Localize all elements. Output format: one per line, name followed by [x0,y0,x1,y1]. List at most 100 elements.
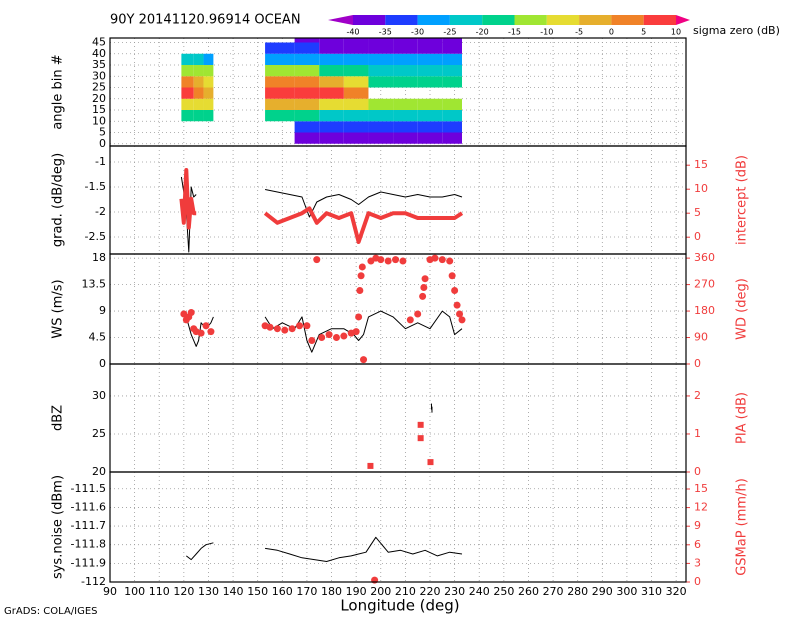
line [185,310,463,353]
heatmap-cell [417,132,443,144]
heatmap-cell [181,98,194,110]
point [414,310,422,318]
y2-tick-label: 12 [694,501,708,514]
point [308,336,316,344]
heatmap-cell [319,110,344,122]
footer: GrADS: COLA/IGES [4,606,98,617]
colorbar-tick-label: -20 [476,28,489,37]
colorbar-tick-label: -40 [346,28,359,37]
colorbar-swatch [328,15,353,25]
heatmap-cell [343,65,369,77]
y-tick-label: 10 [92,114,106,127]
heatmap-cell [294,42,320,54]
x-tick-label: 290 [592,585,613,598]
heatmap-cell [203,65,214,77]
heatmap-cell [203,87,214,99]
y-tick-label: 5 [99,126,106,139]
y-tick-label: 0 [99,137,106,150]
x-tick-label: 300 [616,585,637,598]
heatmap-cell [393,42,418,54]
heatmap-cell [442,110,462,122]
heatmap-cell [393,38,418,43]
plot-frame [109,253,687,365]
heatmap-cell [368,65,394,77]
x-tick-label: 240 [469,585,490,598]
heatmap-cell [181,76,194,88]
heatmap-cell [417,38,443,43]
y2-tick-label: 1 [694,427,701,440]
y2-tick-label: 0 [694,575,701,588]
heatmap-cell [193,53,204,65]
x-tick-label: 180 [321,585,342,598]
colorbar-tick-label: -15 [508,28,521,37]
colorbar-tick-label: -30 [411,28,424,37]
heatmap-cell [343,98,369,110]
y-axis-label: sys.noise (dBm) [51,475,66,579]
colorbar-tick-label: -25 [443,28,456,37]
heatmap-cell [393,110,418,122]
heatmap-cell [343,132,369,144]
y-axis-label: angle bin # [51,54,66,129]
y2-axis-label: WD (deg) [735,278,750,340]
y-axis-label: WS (m/s) [51,279,66,338]
point [296,322,304,330]
heatmap-cell [193,98,204,110]
point [399,257,407,265]
colorbar-tick-label: 5 [641,28,646,37]
heatmap-cell [193,87,204,99]
heatmap-cell [319,53,344,65]
y-tick-label: 30 [92,389,106,402]
heatmap-cell [442,76,462,88]
x-axis-label: Longitude (deg) [340,597,459,615]
x-tick-label: 110 [149,585,170,598]
heatmap-cell [417,110,443,122]
heatmap-cell [319,42,344,54]
x-tick-label: 260 [518,585,539,598]
heatmap-cell [417,76,443,88]
heatmap-cell [181,87,194,99]
colorbar-swatch [449,15,483,25]
point [446,257,454,265]
heatmap-cell [368,132,394,144]
point [458,316,466,324]
y-tick-label: -2 [95,205,106,218]
y2-tick-label: 5 [694,206,701,219]
point [384,257,392,265]
heatmap-cell [319,87,344,99]
y2-tick-label: 2 [694,389,701,402]
plot-frame [109,471,687,583]
heatmap-cell [442,65,462,77]
heatmap-cell [193,110,204,122]
heatmap-cell [294,110,320,122]
y-tick-label: 20 [92,92,106,105]
heatmap-cell [294,121,320,133]
x-tick-label: 120 [173,585,194,598]
y2-tick-label: 9 [694,519,701,532]
heatmap-cell [442,98,462,110]
point [357,272,365,280]
point [340,332,348,340]
x-tick-label: 100 [124,585,145,598]
heatmap-cell [193,65,204,77]
heatmap-cell [393,65,418,77]
x-tick-label: 210 [395,585,416,598]
point [451,286,459,294]
y-tick-label: -111.9 [71,556,106,569]
colorbar-swatch [546,15,580,25]
heatmap-cell [193,76,204,88]
y2-tick-label: 15 [694,482,708,495]
y-tick-label: -1.5 [85,180,106,193]
heatmap-cell [442,121,462,133]
point [406,316,414,324]
heatmap-cell [294,132,320,144]
heatmap-cell [442,53,462,65]
heatmap-cell [368,121,394,133]
heatmap-cell [343,53,369,65]
point [377,256,385,264]
heatmap-cell [417,42,443,54]
heatmap-cell [203,110,214,122]
colorbar-tick-label: 10 [671,28,681,37]
x-tick-label: 280 [567,585,588,598]
